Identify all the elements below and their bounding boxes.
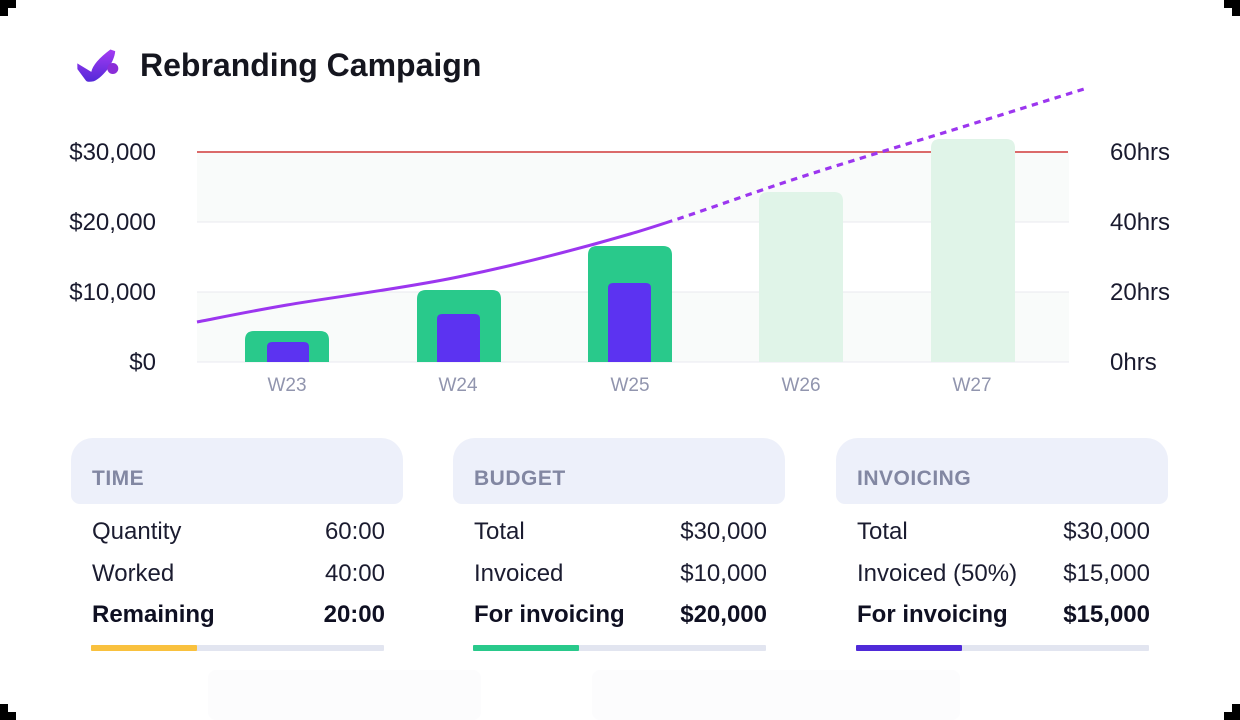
svg-text:20hrs: 20hrs	[1110, 279, 1170, 306]
svg-text:0hrs: 0hrs	[1110, 349, 1157, 376]
svg-text:40hrs: 40hrs	[1110, 209, 1170, 236]
svg-text:W26: W26	[781, 375, 820, 396]
svg-text:W24: W24	[438, 375, 478, 396]
svg-text:$10,000: $10,000	[69, 279, 156, 306]
svg-text:60hrs: 60hrs	[1110, 139, 1170, 166]
svg-text:$0: $0	[129, 349, 156, 376]
svg-text:$30,000: $30,000	[69, 139, 156, 166]
svg-text:W25: W25	[610, 375, 649, 396]
svg-text:$20,000: $20,000	[69, 209, 156, 236]
svg-text:W23: W23	[267, 375, 306, 396]
svg-text:W27: W27	[952, 375, 991, 396]
